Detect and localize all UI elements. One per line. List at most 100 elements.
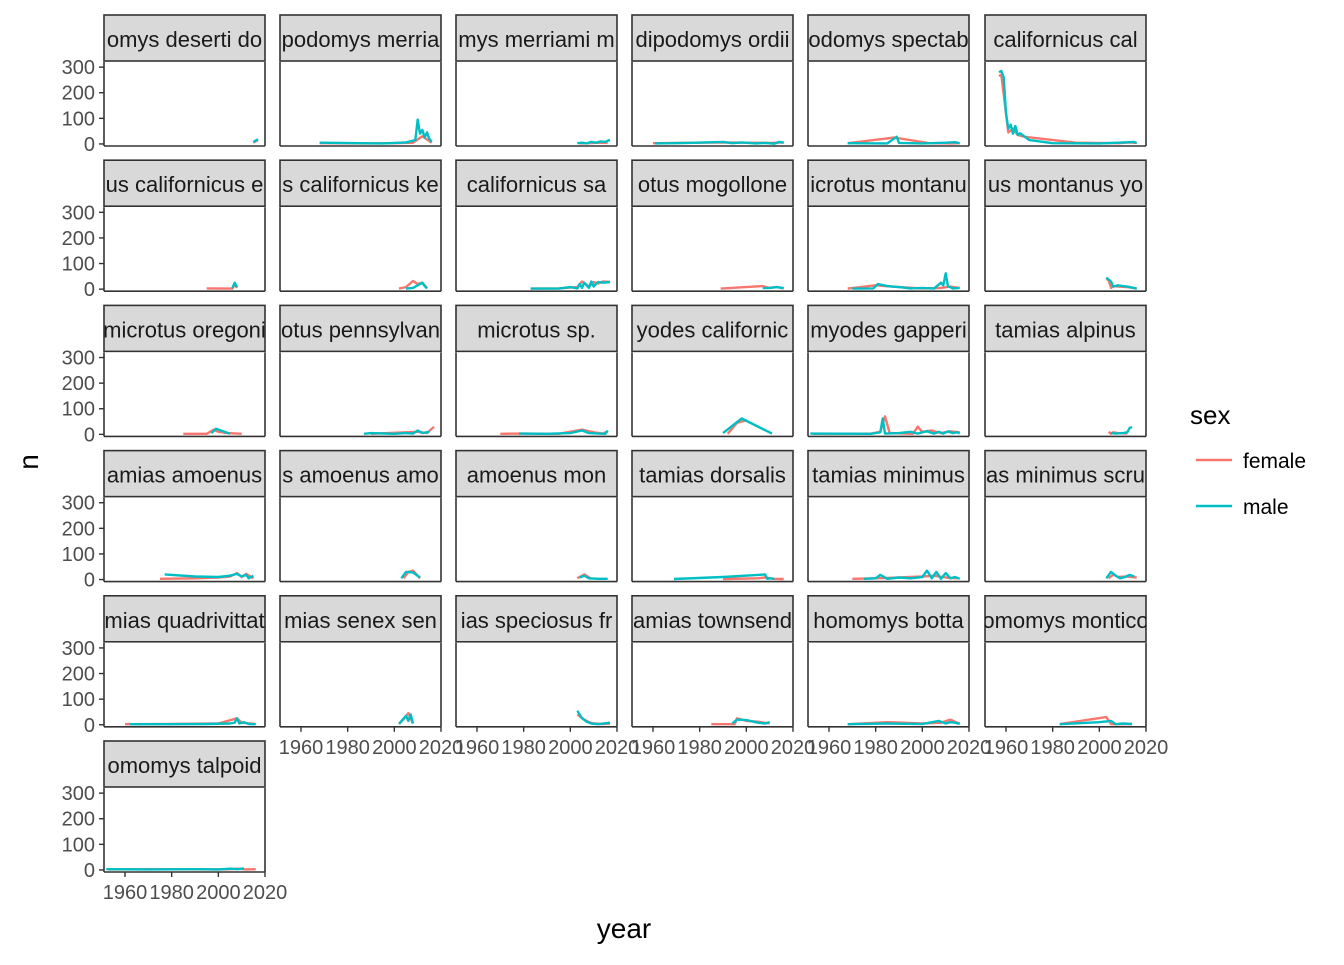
facet-strip: [103, 304, 266, 353]
facet-strip: [103, 159, 266, 207]
facet-strip: [279, 304, 442, 353]
facet-strip-label: californicus sa: [467, 172, 607, 197]
y-tick-label: 0: [84, 860, 95, 882]
facet-strip: [279, 159, 442, 207]
facet-strip: [103, 14, 266, 62]
facet-strip-label: myodes gapperi: [810, 317, 967, 342]
facet-panel: tamias minimus: [807, 449, 970, 583]
series-lines: [1105, 276, 1137, 290]
series-lines: [673, 573, 784, 581]
legend-title: sex: [1190, 400, 1230, 430]
facet-strip-label: ias speciosus fr: [461, 608, 613, 633]
series-line-male: [106, 867, 245, 871]
y-tick-label: 200: [62, 809, 95, 831]
series-lines: [530, 280, 611, 290]
series-line-male: [579, 574, 608, 580]
facet-panel: s californicus ke: [279, 159, 442, 293]
facet-strip-label: mys merriami m: [458, 27, 614, 52]
facet-strip: [279, 449, 442, 498]
series-line-male: [319, 118, 433, 145]
series-lines: [720, 284, 784, 290]
facet-panel: otus pennsylvan: [279, 304, 442, 438]
facet-strip: [631, 304, 794, 353]
facet-strip-label: mias quadrivittat: [104, 608, 264, 633]
plot-background: [985, 352, 1146, 437]
series-line-male: [1105, 570, 1135, 580]
facet-panel: mias quadrivittat 0 100 200 300: [62, 594, 266, 737]
facet-panel: californicus cal: [984, 14, 1147, 147]
x-tick-label: 1980: [1030, 737, 1075, 759]
series-lines: [159, 571, 254, 580]
series-lines: [400, 569, 421, 580]
plot-background: [808, 62, 969, 146]
series-line-male: [210, 427, 231, 435]
series-line-male: [673, 573, 775, 581]
plot-background: [456, 207, 617, 292]
facet-panel: omomys talpoid 0 100 200 300 1960 1980 2000 2020: [62, 740, 287, 904]
plot-background: [104, 642, 265, 727]
facet-strip-label: californicus cal: [993, 27, 1137, 52]
plot-background: [632, 352, 793, 437]
facet-panel: californicus sa: [455, 159, 618, 293]
y-tick-label: 100: [62, 108, 95, 130]
y-tick-label: 100: [62, 834, 95, 856]
facet-strip-label: microtus oregoni: [103, 317, 266, 342]
facet-strip: [455, 14, 618, 62]
series-line-male: [164, 572, 254, 580]
x-tick-label: 1980: [149, 882, 194, 904]
y-tick-label: 0: [84, 424, 95, 446]
legend-label-male: male: [1243, 496, 1289, 519]
series-lines: [106, 867, 256, 871]
plot-background: [808, 642, 969, 727]
series-line-male: [405, 281, 428, 290]
facet-strip-label: s californicus ke: [282, 172, 439, 197]
y-tick-label: 200: [62, 373, 95, 395]
x-tick-label: 1980: [677, 737, 722, 759]
y-tick-label: 0: [84, 570, 95, 592]
facet-strip-label: otus mogollone: [638, 172, 787, 197]
series-line-male: [1110, 426, 1133, 435]
series-lines: [847, 272, 960, 290]
series-lines: [576, 710, 611, 726]
series-line-male: [518, 429, 609, 435]
series-line-male: [252, 138, 259, 143]
facet-strip-label: omomys talpoid: [107, 753, 261, 778]
plot-background: [985, 207, 1146, 292]
x-tick-label: 2020: [771, 737, 816, 759]
facet-panel: microtus oregoni 0 100 200 300: [62, 304, 266, 446]
y-tick-label: 200: [62, 664, 95, 686]
series-line-male: [1059, 719, 1133, 726]
plot-background: [280, 642, 441, 727]
plot-background: [632, 642, 793, 727]
series-line-male: [577, 138, 611, 145]
facet-strip: [455, 449, 618, 498]
x-tick-label: 1960: [807, 737, 852, 759]
facet-panel: dipodomys ordii: [631, 14, 794, 147]
y-tick-label: 300: [62, 202, 95, 224]
series-line-male: [847, 719, 961, 726]
facet-panel: homomys botta 1960 1980 2000 2020: [807, 594, 991, 759]
facet-strip: [455, 594, 618, 643]
series-lines: [847, 135, 960, 145]
series-line-male: [998, 69, 1138, 145]
series-lines: [1059, 715, 1133, 726]
plot-background: [985, 642, 1146, 727]
series-lines: [852, 569, 961, 580]
series-lines: [363, 425, 435, 435]
facet-panel: s amoenus amo: [279, 449, 442, 583]
facet-panel: amias amoenus 0 100 200 300: [62, 449, 266, 592]
series-line-male: [731, 718, 771, 725]
y-tick-label: 200: [62, 83, 95, 105]
facet-panel: as minimus scru: [984, 449, 1147, 583]
series-lines: [398, 279, 428, 290]
facet-strip: [984, 594, 1147, 643]
y-tick-label: 100: [62, 399, 95, 421]
facet-strip-label: s amoenus amo: [282, 463, 439, 488]
series-lines: [722, 417, 773, 435]
series-line-male: [852, 272, 960, 290]
facet-strip-label: as minimus scru: [986, 463, 1145, 488]
series-lines: [398, 712, 415, 725]
facet-strip-label: tamias minimus: [812, 463, 965, 488]
series-lines: [711, 717, 771, 726]
